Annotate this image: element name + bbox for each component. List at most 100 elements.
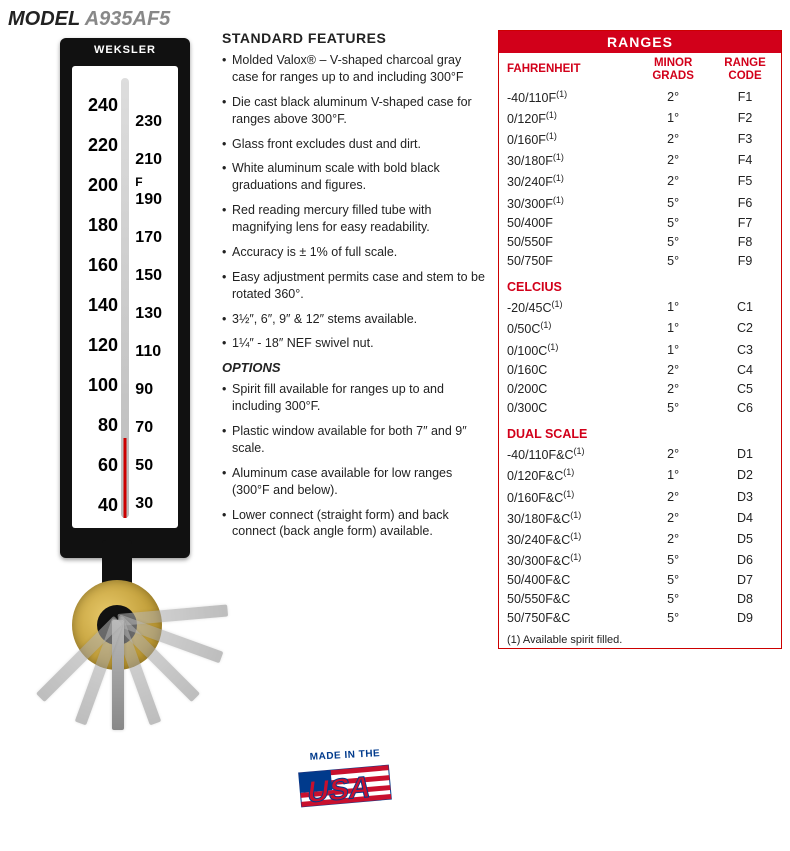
range-cell: 30/300F(1) (499, 192, 637, 213)
table-row: 0/120F(1)1°F2 (499, 107, 781, 128)
grad-cell: 2° (637, 528, 709, 549)
grad-cell: 5° (637, 192, 709, 213)
grad-cell: 2° (637, 171, 709, 192)
range-cell: 30/240F(1) (499, 171, 637, 192)
table-row: -40/110F&C(1)2°D1 (499, 444, 781, 465)
table-row: 50/400F&C5°D7 (499, 571, 781, 590)
brand-label: WEKSLER (60, 44, 190, 56)
range-cell: 30/240F&C(1) (499, 528, 637, 549)
grad-cell: 5° (637, 232, 709, 251)
features-list: Molded Valox® – V-shaped charcoal gray c… (222, 52, 487, 352)
grad-cell: 2° (637, 486, 709, 507)
scale-mark: 30 (135, 496, 162, 512)
grad-cell: 2° (637, 86, 709, 107)
table-row: 30/180F(1)2°F4 (499, 150, 781, 171)
range-cell: 0/100C(1) (499, 339, 637, 360)
grad-cell: 2° (637, 360, 709, 379)
table-row: 0/300C5°C6 (499, 398, 781, 417)
code-cell: F7 (709, 213, 781, 232)
code-cell: C4 (709, 360, 781, 379)
list-item: Die cast black aluminum V-shaped case fo… (222, 94, 487, 128)
range-cell: 50/400F&C (499, 571, 637, 590)
list-item: 1¼″ - 18″ NEF swivel nut. (222, 335, 487, 352)
scale-mark: 50 (135, 458, 162, 474)
col-header-scale: FAHRENHEIT (499, 53, 637, 86)
scale-mark: F (135, 176, 162, 188)
code-cell: F1 (709, 86, 781, 107)
code-cell: D4 (709, 507, 781, 528)
code-cell: D7 (709, 571, 781, 590)
table-row: 0/50C(1)1°C2 (499, 318, 781, 339)
range-cell: 50/400F (499, 213, 637, 232)
scale-mark: 40 (88, 496, 118, 514)
scale-mark: 170 (135, 230, 162, 246)
list-item: Lower connect (straight form) and back c… (222, 507, 487, 541)
code-cell: D6 (709, 549, 781, 570)
list-item: Spirit fill available for ranges up to a… (222, 381, 487, 415)
grad-cell: 5° (637, 609, 709, 628)
table-row: 0/160F(1)2°F3 (499, 129, 781, 150)
svg-text:USA: USA (306, 771, 373, 810)
range-cell: 50/750F (499, 251, 637, 270)
range-cell: 30/180F&C(1) (499, 507, 637, 528)
scale-mark: 160 (88, 256, 118, 274)
grad-cell: 5° (637, 571, 709, 590)
options-heading: OPTIONS (222, 360, 487, 375)
mercury-line (124, 438, 127, 518)
model-number: A935AF5 (85, 8, 171, 30)
scale-mark: 240 (88, 96, 118, 114)
table-row: -20/45C(1)1°C1 (499, 297, 781, 318)
footnote: (1) Available spirit filled. (499, 628, 781, 648)
range-cell: 0/50C(1) (499, 318, 637, 339)
scale-mark: 150 (135, 268, 162, 284)
code-cell: F6 (709, 192, 781, 213)
scale-right: 230210F19017015013011090705030 (135, 114, 162, 534)
range-cell: 0/120F(1) (499, 107, 637, 128)
code-cell: C5 (709, 379, 781, 398)
code-cell: F2 (709, 107, 781, 128)
stem-fan (4, 540, 224, 800)
code-cell: F9 (709, 251, 781, 270)
code-cell: D3 (709, 486, 781, 507)
list-item: Easy adjustment permits case and stem to… (222, 269, 487, 303)
grad-cell: 5° (637, 213, 709, 232)
table-row: -40/110F(1)2°F1 (499, 86, 781, 107)
code-cell: F5 (709, 171, 781, 192)
code-cell: D9 (709, 609, 781, 628)
model-line: MODEL A935AF5 (8, 8, 170, 31)
grad-cell: 1° (637, 107, 709, 128)
made-in-usa-badge: MADE IN THE USA (290, 750, 400, 811)
scale-mark: 190 (135, 192, 162, 208)
scale-mark: 110 (135, 344, 162, 360)
table-row: 0/160F&C(1)2°D3 (499, 486, 781, 507)
grad-cell: 2° (637, 507, 709, 528)
scale-left: 240220200180160140120100806040 (88, 96, 118, 536)
range-cell: 50/550F (499, 232, 637, 251)
code-cell: D5 (709, 528, 781, 549)
range-cell: 50/750F&C (499, 609, 637, 628)
options-list: Spirit fill available for ranges up to a… (222, 381, 487, 540)
list-item: Glass front excludes dust and dirt. (222, 136, 487, 153)
grad-cell: 1° (637, 465, 709, 486)
scale-mark: 60 (88, 456, 118, 474)
code-cell: D2 (709, 465, 781, 486)
ranges-title: RANGES (499, 31, 781, 53)
table-row: 50/550F5°F8 (499, 232, 781, 251)
code-cell: C3 (709, 339, 781, 360)
section-heading: CELCIUS (499, 270, 781, 297)
code-cell: D8 (709, 590, 781, 609)
range-cell: -40/110F&C(1) (499, 444, 637, 465)
grad-cell: 2° (637, 444, 709, 465)
features-heading: STANDARD FEATURES (222, 30, 487, 46)
table-row: 50/550F&C5°D8 (499, 590, 781, 609)
grad-cell: 1° (637, 297, 709, 318)
scale-mark: 100 (88, 376, 118, 394)
table-row: 50/400F5°F7 (499, 213, 781, 232)
ranges-table: RANGES FAHRENHEIT MINORGRADS RANGECODE -… (498, 30, 782, 649)
scale-mark: 120 (88, 336, 118, 354)
grad-cell: 5° (637, 549, 709, 570)
table-row: 0/160C2°C4 (499, 360, 781, 379)
table-row: 30/240F&C(1)2°D5 (499, 528, 781, 549)
range-cell: -20/45C(1) (499, 297, 637, 318)
range-cell: 30/180F(1) (499, 150, 637, 171)
